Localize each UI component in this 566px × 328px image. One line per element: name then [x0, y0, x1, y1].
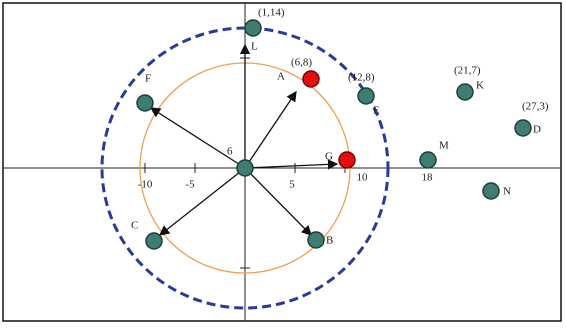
point-label: G — [325, 151, 333, 163]
point-label: F — [145, 73, 151, 85]
labels: (1,14) L (6,8) A (12,8) E (21,7) K (27,3… — [131, 7, 549, 247]
point-label: B — [326, 235, 333, 247]
point-label: E — [373, 105, 380, 117]
frame — [2, 2, 562, 322]
coord-label: (21,7) — [454, 65, 481, 77]
coord-label: (6,8) — [291, 57, 312, 69]
point-label: K — [476, 80, 484, 92]
point-label: D — [533, 124, 541, 136]
axis-label: 5 — [289, 179, 295, 191]
coord-label: (27,3) — [522, 101, 549, 113]
axis-label: -10 — [138, 179, 153, 191]
center-label: 6 — [227, 146, 233, 158]
nodes — [136, 19, 532, 250]
axis-label: 10 — [357, 172, 369, 184]
axis-label: -5 — [185, 179, 195, 191]
axis-label: 18 — [422, 172, 434, 184]
point-label: M — [439, 140, 449, 152]
coord-label: (1,14) — [258, 7, 285, 19]
point-label: A — [277, 71, 285, 83]
point-label: L — [251, 41, 258, 53]
coord-label: (12,8) — [348, 72, 375, 84]
point-label: N — [503, 186, 511, 198]
arrows — [149, 43, 339, 236]
point-label: C — [131, 220, 138, 232]
